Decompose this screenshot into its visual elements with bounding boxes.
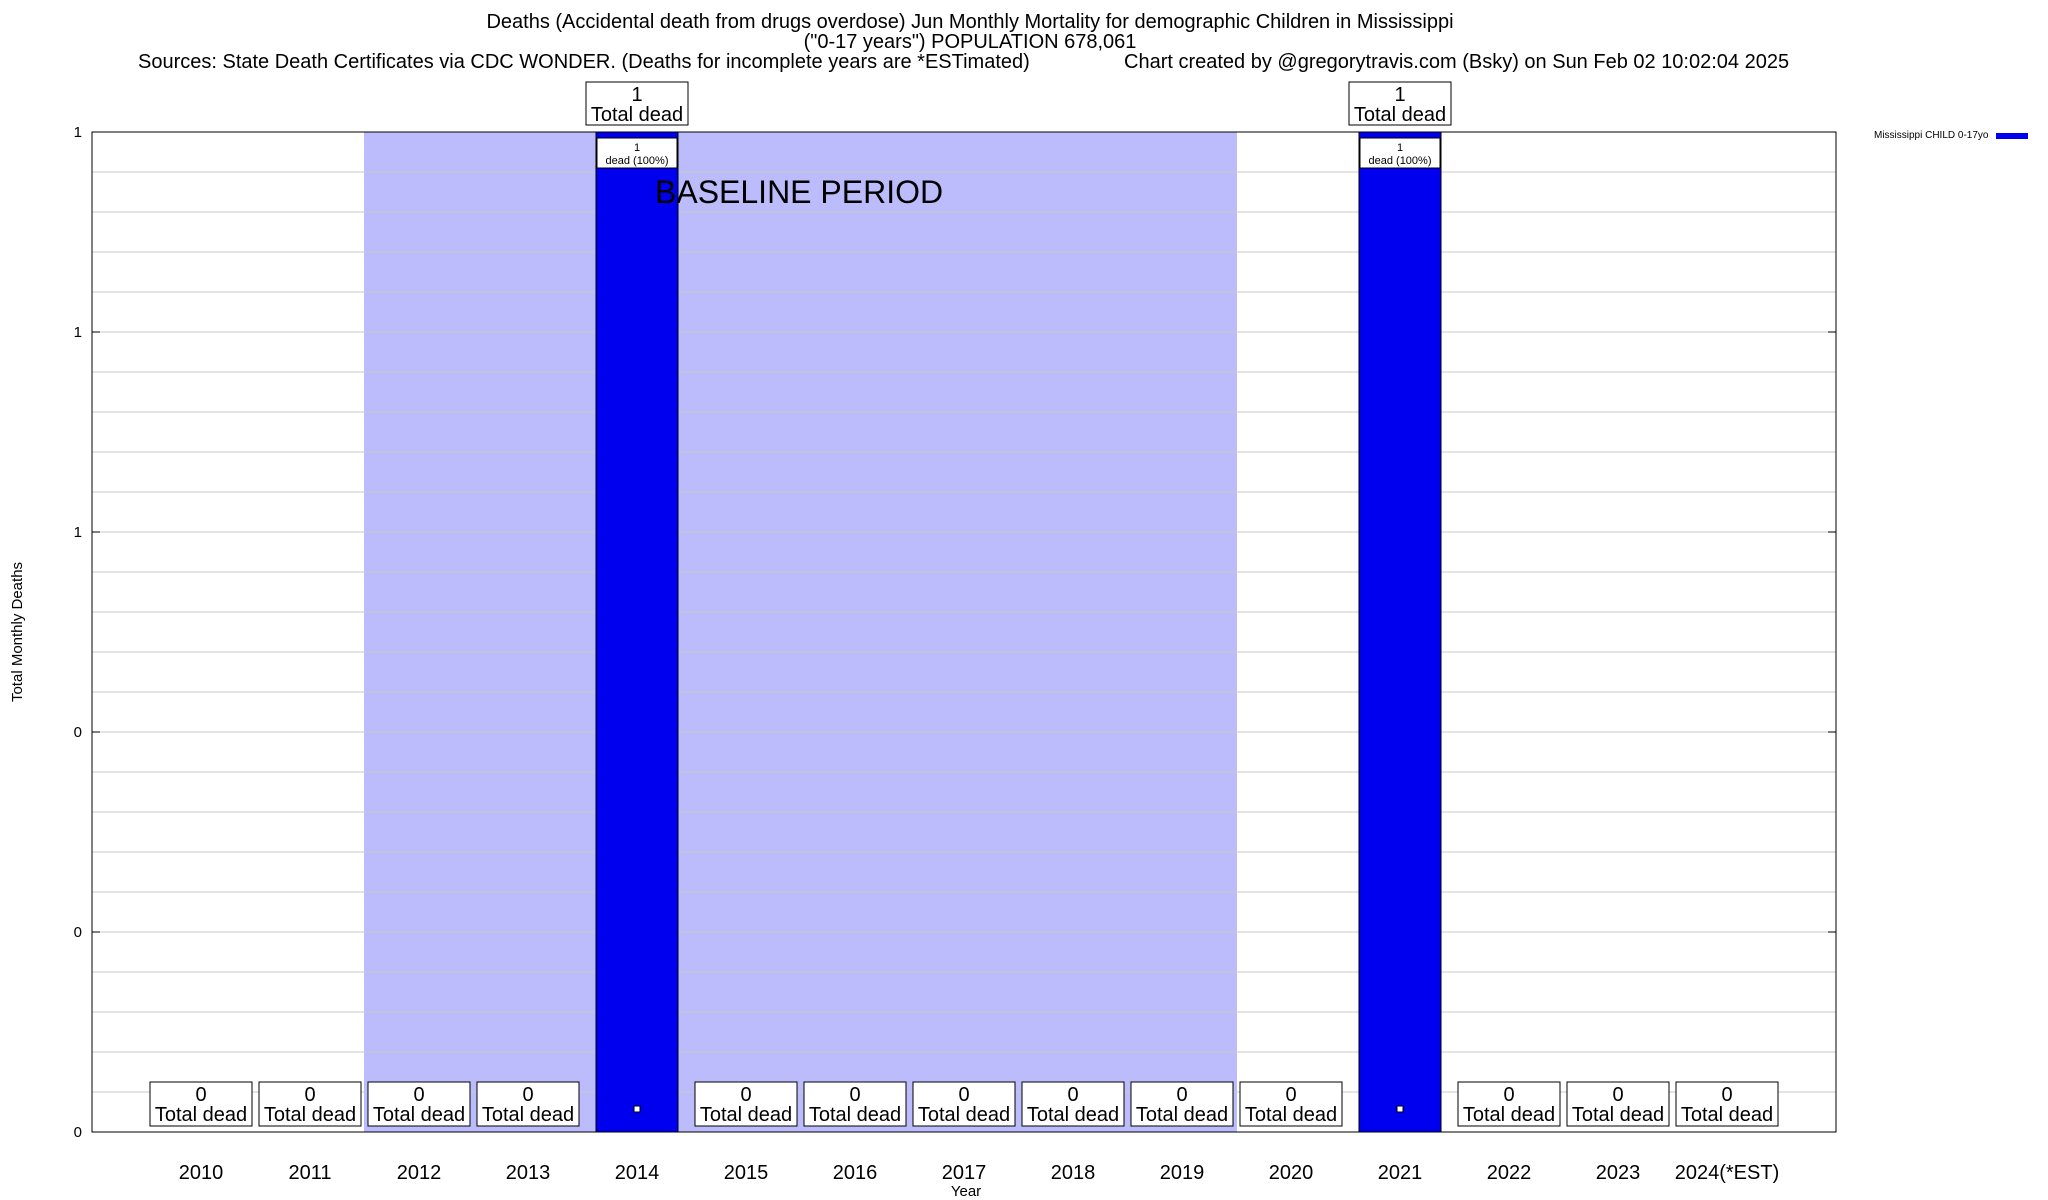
- x-tick-label: 2015: [724, 1162, 769, 1184]
- x-tick-marker: [633, 1105, 641, 1113]
- x-axis-label: Year: [951, 1183, 981, 1200]
- chart-credit: Chart created by @gregorytravis.com (Bsk…: [1124, 51, 1790, 73]
- total-dead-label: Total dead: [918, 1104, 1010, 1126]
- total-dead-label: Total dead: [264, 1104, 356, 1126]
- total-label-box: [694, 1081, 798, 1127]
- x-tick-label: 2017: [942, 1162, 987, 1184]
- y-tick-label: 1: [74, 524, 82, 541]
- total-dead-label: Total dead: [1681, 1104, 1773, 1126]
- total-label-box: [1348, 81, 1452, 126]
- x-tick-label: 2016: [833, 1162, 878, 1184]
- total-value-label: 0: [413, 1084, 424, 1106]
- total-label-box: [258, 1081, 362, 1127]
- total-dead-label: Total dead: [809, 1104, 901, 1126]
- bar-percent-label: dead (100%): [606, 155, 669, 167]
- total-label-box: [1675, 1081, 1779, 1127]
- x-tick-label: 2010: [179, 1162, 224, 1184]
- total-dead-label: Total dead: [1245, 1104, 1337, 1126]
- bar-value-label: 1: [634, 142, 640, 154]
- total-value-label: 0: [1067, 1084, 1078, 1106]
- total-dead-label: Total dead: [1027, 1104, 1119, 1126]
- x-tick-label: 2013: [506, 1162, 551, 1184]
- total-value-label: 0: [522, 1084, 533, 1106]
- x-tick-label: 2018: [1051, 1162, 1096, 1184]
- bar-label-box: [596, 137, 678, 169]
- bar-value-label: 1: [1397, 142, 1403, 154]
- total-dead-label: Total dead: [1572, 1104, 1664, 1126]
- total-dead-label: Total dead: [1354, 104, 1446, 126]
- x-tick-label: 2021: [1378, 1162, 1423, 1184]
- y-tick-label: 0: [74, 1124, 82, 1141]
- x-tick-label: 2011: [288, 1162, 331, 1184]
- x-tick-label: 2012: [397, 1162, 442, 1184]
- y-tick-label: 0: [74, 724, 82, 741]
- total-label-box: [1239, 1081, 1343, 1127]
- total-value-label: 0: [304, 1084, 315, 1106]
- chart-legend: Mississippi CHILD 0-17yo: [1874, 130, 2029, 141]
- total-label-box: [1130, 1081, 1234, 1127]
- total-label-box: [803, 1081, 907, 1127]
- total-label-box: [912, 1081, 1016, 1127]
- legend-swatch: [1996, 132, 2029, 139]
- total-value-label: 0: [958, 1084, 969, 1106]
- chart-title-line2: ("0-17 years") POPULATION 678,061: [803, 31, 1137, 53]
- total-value-label: 0: [1721, 1084, 1732, 1106]
- bar: [595, 131, 679, 1133]
- x-tick-label: 2014: [615, 1162, 660, 1184]
- total-label-box: [1566, 1081, 1670, 1127]
- baseline-period-band: [364, 132, 1237, 1132]
- x-tick-label: 2020: [1269, 1162, 1314, 1184]
- total-dead-label: Total dead: [1463, 1104, 1555, 1126]
- x-tick-label: 2023: [1596, 1162, 1641, 1184]
- chart-title: Deaths (Accidental death from drugs over…: [486, 11, 1454, 33]
- x-tick-label: 2022: [1487, 1162, 1532, 1184]
- chart-sources: Sources: State Death Certificates via CD…: [138, 51, 1030, 73]
- bar: [1358, 131, 1442, 1133]
- bar-percent-label: dead (100%): [1369, 155, 1432, 167]
- total-value-label: 0: [1612, 1084, 1623, 1106]
- total-value-label: 1: [1394, 84, 1405, 106]
- plot-border: [91, 131, 1837, 1133]
- total-dead-label: Total dead: [373, 1104, 465, 1126]
- baseline-label: BASELINE PERIOD: [655, 174, 943, 210]
- total-dead-label: Total dead: [591, 104, 683, 126]
- total-value-label: 0: [1503, 1084, 1514, 1106]
- x-tick-label: 2024(*EST): [1675, 1162, 1780, 1184]
- x-tick-marker: [1396, 1105, 1404, 1113]
- total-dead-label: Total dead: [482, 1104, 574, 1126]
- total-dead-label: Total dead: [155, 1104, 247, 1126]
- total-label-box: [149, 1081, 253, 1127]
- total-value-label: 0: [740, 1084, 751, 1106]
- total-label-box: [585, 81, 689, 126]
- total-value-label: 0: [195, 1084, 206, 1106]
- bar-label-box: [1359, 137, 1441, 169]
- total-label-box: [1021, 1081, 1125, 1127]
- total-dead-label: Total dead: [700, 1104, 792, 1126]
- y-tick-label: 1: [74, 124, 82, 141]
- total-value-label: 0: [1176, 1084, 1187, 1106]
- total-label-box: [1457, 1081, 1561, 1127]
- total-value-label: 0: [1285, 1084, 1296, 1106]
- chart-title-block: Deaths (Accidental death from drugs over…: [0, 12, 1940, 74]
- y-axis-label: Total Monthly Deaths: [9, 562, 26, 702]
- total-dead-label: Total dead: [1136, 1104, 1228, 1126]
- total-value-label: 0: [849, 1084, 860, 1106]
- x-tick-label: 2019: [1160, 1162, 1205, 1184]
- y-tick-label: 1: [74, 324, 82, 341]
- total-label-box: [367, 1081, 471, 1127]
- y-tick-label: 0: [74, 924, 82, 941]
- total-label-box: [476, 1081, 580, 1127]
- legend-label: Mississippi CHILD 0-17yo: [1874, 130, 1989, 141]
- total-value-label: 1: [631, 84, 642, 106]
